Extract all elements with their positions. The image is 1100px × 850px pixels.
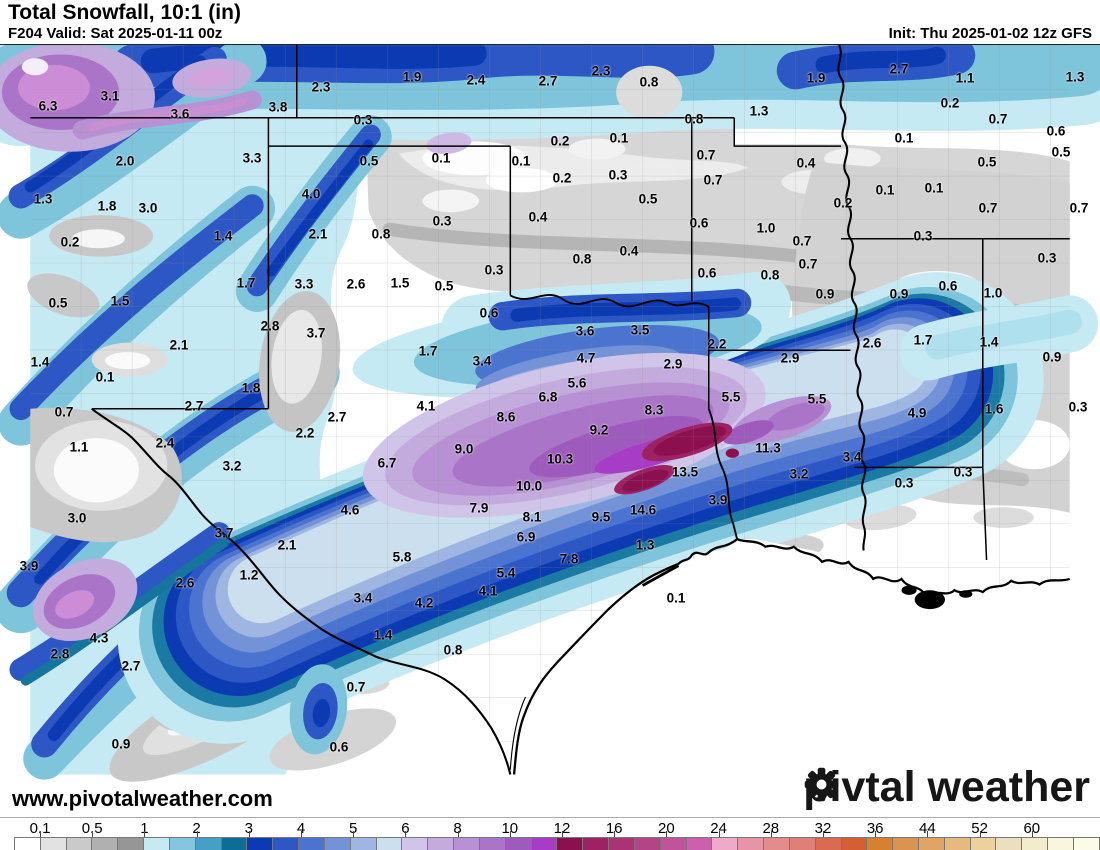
map-area: 6.3 3.1 3.6 3.8 2.3 0.3 2.0 3.3 0.5 1.3 1.8 3.0 4.0 0… [0, 45, 1100, 817]
colorbar-segment [789, 838, 816, 850]
colorbar-segment [169, 838, 196, 850]
colorbar-segment [144, 838, 170, 850]
colorbar-tick-mark [92, 831, 94, 837]
colorbar-tick-mark [562, 831, 563, 837]
colorbar-segment [660, 838, 687, 850]
colorbar-tick-label: 1 [140, 820, 149, 837]
colorbar-segment [454, 838, 480, 850]
valid-time-label: F204 Valid: Sat 2025-01-11 00z [8, 25, 223, 42]
colorbar-tick-mark [457, 831, 459, 837]
logo-text-post: tal weather [865, 763, 1090, 811]
colorbar-segment [350, 838, 377, 850]
colorbar-tick-mark [875, 831, 877, 837]
colorbar-segment [324, 838, 351, 850]
colorbar: 0.1 0.5 1 2 3 4 5 6 8 10 12 16 20 24 28 32 36 44 52 60 [0, 817, 1100, 850]
colorbar-segment [247, 838, 274, 850]
colorbar-segment [1022, 838, 1049, 850]
colorbar-tick-mark [144, 831, 146, 837]
colorbar-tick-label: 3 [244, 820, 253, 837]
colorbar-tick-mark [301, 831, 302, 837]
colorbar-segment [893, 838, 919, 850]
pivotal-weather-logo: piv tal weather [803, 763, 1090, 812]
colorbar-tick-mark [823, 831, 824, 837]
colorbar-segment [531, 838, 558, 850]
colorbar-segment [867, 838, 894, 850]
colorbar-tick-mark [979, 831, 981, 837]
page-title: Total Snowfall, 10:1 (in) [8, 1, 241, 24]
colorbar-segment [273, 838, 300, 850]
colorbar-tick-mark [353, 831, 355, 837]
colorbar-segment [376, 838, 403, 850]
colorbar-segment [402, 838, 429, 850]
colorbar-tick-label: 6 [401, 820, 410, 837]
colorbar-segment [428, 838, 455, 850]
colorbar-tick-label: 0.5 [81, 820, 103, 837]
colorbar-tick-label: 28 [762, 820, 780, 837]
colorbar-tick-mark [509, 831, 511, 837]
colorbar-tick-mark [666, 831, 668, 837]
colorbar-segment [195, 838, 222, 850]
colorbar-segment [92, 838, 119, 850]
colorbar-tick-label: 20 [658, 820, 675, 837]
colorbar-segment [841, 838, 868, 850]
colorbar-segment [686, 838, 713, 850]
colorbar-tick-label: 36 [866, 820, 884, 837]
colorbar-segment [970, 838, 997, 850]
colorbar-tick-label: 24 [710, 820, 727, 837]
colorbar-segment [764, 838, 790, 850]
colorbar-segment [557, 838, 584, 850]
colorbar-tick-label: 8 [453, 820, 462, 837]
colorbar-tick-mark [1031, 831, 1033, 837]
colorbar-segment [1048, 838, 1074, 850]
colorbar-strip [14, 837, 1100, 850]
colorbar-segment [918, 838, 945, 850]
colorbar-segment [1073, 838, 1099, 850]
colorbar-tick-mark [405, 831, 407, 837]
watermark-url: www.pivotalweather.com [12, 786, 273, 811]
colorbar-segment [712, 838, 739, 850]
colorbar-tick-label: 32 [814, 820, 832, 837]
colorbar-tick-mark [927, 831, 929, 837]
colorbar-segment [996, 838, 1023, 850]
colorbar-segment [634, 838, 661, 850]
colorbar-tick-label: 10 [501, 820, 519, 837]
colorbar-segment [40, 838, 67, 850]
colorbar-tick-label: 4 [296, 820, 306, 837]
colorbar-segment [609, 838, 635, 850]
colorbar-tick-mark [770, 831, 772, 837]
colorbar-tick-label: 60 [1023, 820, 1041, 837]
colorbar-segment [479, 838, 506, 850]
colorbar-segment [815, 838, 842, 850]
colorbar-segment [221, 838, 248, 850]
colorbar-segment [583, 838, 610, 850]
colorbar-tick-label: 16 [605, 820, 623, 837]
gear-icon [804, 767, 839, 802]
colorbar-segment [738, 838, 765, 850]
colorbar-segment [15, 838, 41, 850]
header-divider [0, 44, 1100, 45]
colorbar-segment [944, 838, 971, 850]
colorbar-tick-label: 52 [971, 820, 988, 837]
colorbar-tick-label: 2 [192, 820, 201, 837]
colorbar-segment [118, 838, 145, 850]
colorbar-tick-mark [40, 831, 41, 837]
colorbar-tick-mark [196, 831, 198, 837]
colorbar-tick-mark [718, 831, 720, 837]
colorbar-tick-mark [614, 831, 616, 837]
init-time-label: Init: Thu 2025-01-02 12z GFS [888, 25, 1092, 42]
header: Total Snowfall, 10:1 (in) F204 Valid: Sa… [0, 0, 1100, 45]
colorbar-segment [505, 838, 532, 850]
colorbar-tick-label: 44 [919, 820, 936, 837]
colorbar-segment [66, 838, 93, 850]
map-canvas [0, 45, 1100, 782]
colorbar-tick-label: 5 [349, 820, 358, 837]
colorbar-tick-label: 12 [553, 820, 571, 837]
colorbar-tick-mark [248, 831, 250, 837]
colorbar-segment [299, 838, 325, 850]
colorbar-tick-label: 0.1 [29, 820, 51, 837]
